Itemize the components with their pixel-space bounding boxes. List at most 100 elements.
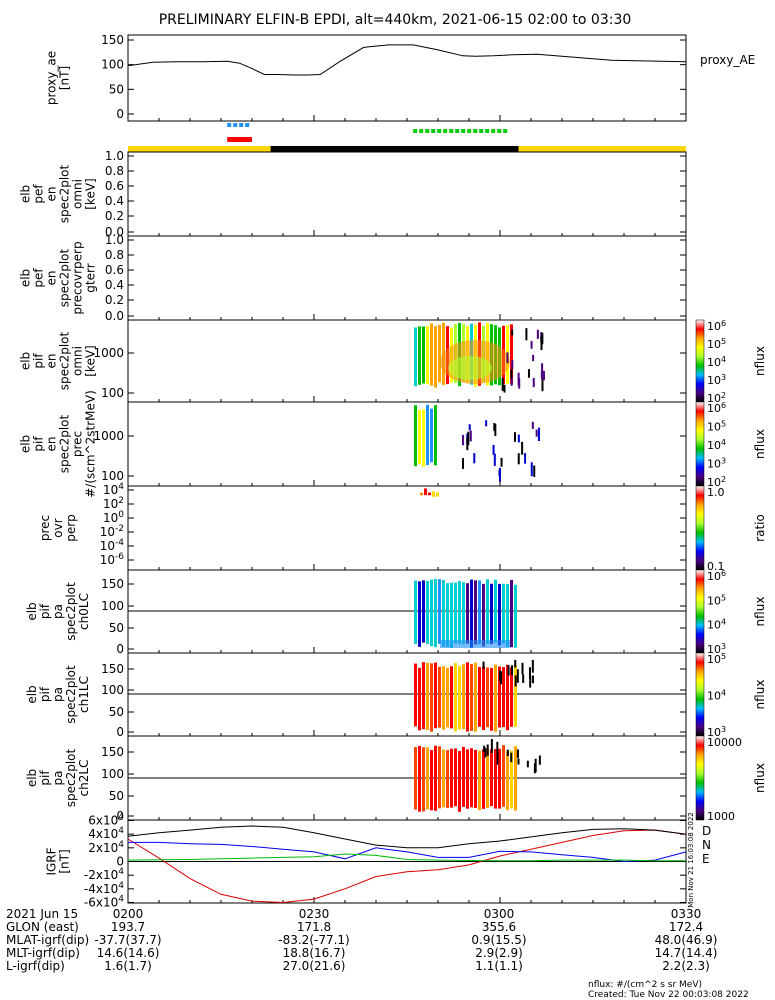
spectro-cell — [458, 750, 461, 812]
colorbar-label: ratio — [753, 514, 767, 542]
y-axis-label: IGRF — [45, 847, 59, 875]
ephemeris-value: 0200 — [112, 907, 144, 921]
colorbar-tick-label: 103 — [707, 373, 726, 388]
y-axis-label: en — [45, 437, 59, 452]
colorbar-label: nflux — [753, 680, 767, 710]
science-mark-red — [227, 137, 252, 142]
y-axis-label: ovr — [51, 518, 65, 537]
panel-pif_omni: 1000 100 elb pif en spec2plot omni [keV] — [19, 319, 687, 403]
orbit-segment-yellow — [128, 146, 271, 152]
spectro-speck — [498, 467, 501, 482]
y-tick-label: 10-6 — [100, 552, 125, 567]
series-label-proxy-ae: proxy_AE — [700, 53, 755, 67]
colorbar-tick-label: 105 — [707, 652, 726, 667]
ephemeris-value: 172.4 — [668, 920, 704, 934]
y-tick-label: 0.6 — [105, 179, 124, 193]
panel-pa2: 150 100 50 0 elb pif pa spec2plot ch2LC — [25, 735, 687, 823]
spectro-cell — [438, 579, 441, 644]
spectro-cell — [498, 748, 501, 809]
ephemeris-value: 18.8(16.7) — [282, 946, 346, 960]
y-tick-label: 1.0 — [105, 149, 124, 163]
spectro-speck — [498, 670, 501, 681]
ephemeris-value: 355.6 — [481, 920, 517, 934]
colorbar-tick-label: 1000 — [707, 810, 735, 823]
spectro-cell — [424, 488, 427, 496]
spectro-cell — [490, 667, 493, 731]
spectrogram-pa-ch1 — [414, 659, 534, 732]
spectro-cell — [430, 408, 433, 463]
y-tick-label: 50 — [109, 705, 124, 719]
spectro-cell — [418, 581, 421, 647]
science-mark-dot — [473, 129, 478, 133]
ephemeris-value: 0230 — [298, 907, 330, 921]
spectro-speck — [541, 363, 544, 377]
spectro-cell — [462, 746, 465, 807]
spectro-cell — [478, 750, 481, 811]
spectro-cell — [426, 326, 429, 385]
y-axis-label: spec2plot — [58, 164, 72, 223]
spectro-cell — [482, 583, 485, 647]
spectro-speck — [486, 744, 489, 756]
spectro-cell — [428, 492, 431, 496]
science-mark-dot — [245, 123, 250, 127]
spectro-cell — [422, 409, 425, 467]
igrf-legend-D: D — [702, 824, 711, 838]
spectro-cell — [474, 662, 477, 732]
colorbar-ratio — [695, 485, 705, 571]
y-tick-label: 2x104 — [88, 840, 124, 855]
spectro-cell — [438, 746, 441, 809]
spectro-speck — [484, 747, 487, 758]
science-mark-dot — [425, 129, 430, 133]
y-tick-label: 0 — [116, 725, 124, 739]
colorbar-label: nflux — [753, 597, 767, 627]
plot-title: PRELIMINARY ELFIN-B EPDI, alt=440km, 202… — [159, 12, 632, 28]
spectro-cell — [438, 666, 441, 728]
spectro-cell — [458, 665, 461, 730]
science-mark-dot — [479, 129, 484, 133]
spectro-speck — [524, 453, 527, 464]
spectro-speck — [531, 675, 534, 684]
panel-pif_prec: 1000 100 elb pif en spec2plot prec #/(scm^2strM… — [19, 390, 687, 498]
ephemeris-value: 171.8 — [296, 920, 332, 934]
y-axis-label: pif — [38, 770, 52, 786]
y-tick-label: 100 — [101, 599, 124, 613]
colorbar-tick-label: 104 — [707, 355, 726, 370]
spectro-cell — [458, 580, 461, 644]
spectro-cell — [506, 750, 509, 811]
y-tick-label: 100 — [101, 767, 124, 781]
panel-frame — [127, 34, 687, 122]
y-tick-label: 0.8 — [105, 248, 124, 262]
spectro-cell — [434, 745, 437, 811]
science-mark-dot — [413, 129, 418, 133]
science-mark-blue — [227, 123, 250, 127]
y-tick-label: 0.0 — [105, 309, 124, 323]
spectro-cell — [446, 750, 449, 808]
y-axis-label: elb — [25, 769, 39, 787]
y-axis-label: [nT] — [58, 849, 72, 873]
spectrogram-pif-omni — [414, 322, 545, 393]
spectro-cell — [434, 405, 437, 466]
spectro-speck — [494, 423, 497, 436]
colorbar-pif_prec — [695, 401, 705, 487]
spectro-cell — [426, 662, 429, 731]
y-tick-label: 1.0 — [105, 233, 124, 247]
y-axis-label: prec — [38, 515, 52, 541]
spectro-cell — [414, 327, 417, 387]
spectro-speck — [492, 444, 495, 455]
panel-pef_omni: 1.00.80.60.40.2 0.0 elb pef en spec2plot omni[… — [19, 149, 687, 239]
spectro-speck — [525, 328, 528, 341]
spectro-cell — [430, 750, 433, 811]
spectrogram-ratio — [420, 488, 439, 497]
science-mark-dot — [419, 129, 424, 133]
science-mark-dot — [227, 123, 232, 127]
y-axis-label: [keV] — [84, 178, 98, 209]
ephemeris-value: 14.7(14.4) — [654, 946, 718, 960]
spectro-speck — [490, 739, 493, 753]
y-axis-label: spec2plot — [64, 665, 78, 724]
ephemeris-value: 27.0(21.6) — [282, 959, 346, 973]
y-axis-label: #/(scm^2strMeV) — [84, 390, 98, 498]
spectro-cell — [510, 750, 513, 809]
